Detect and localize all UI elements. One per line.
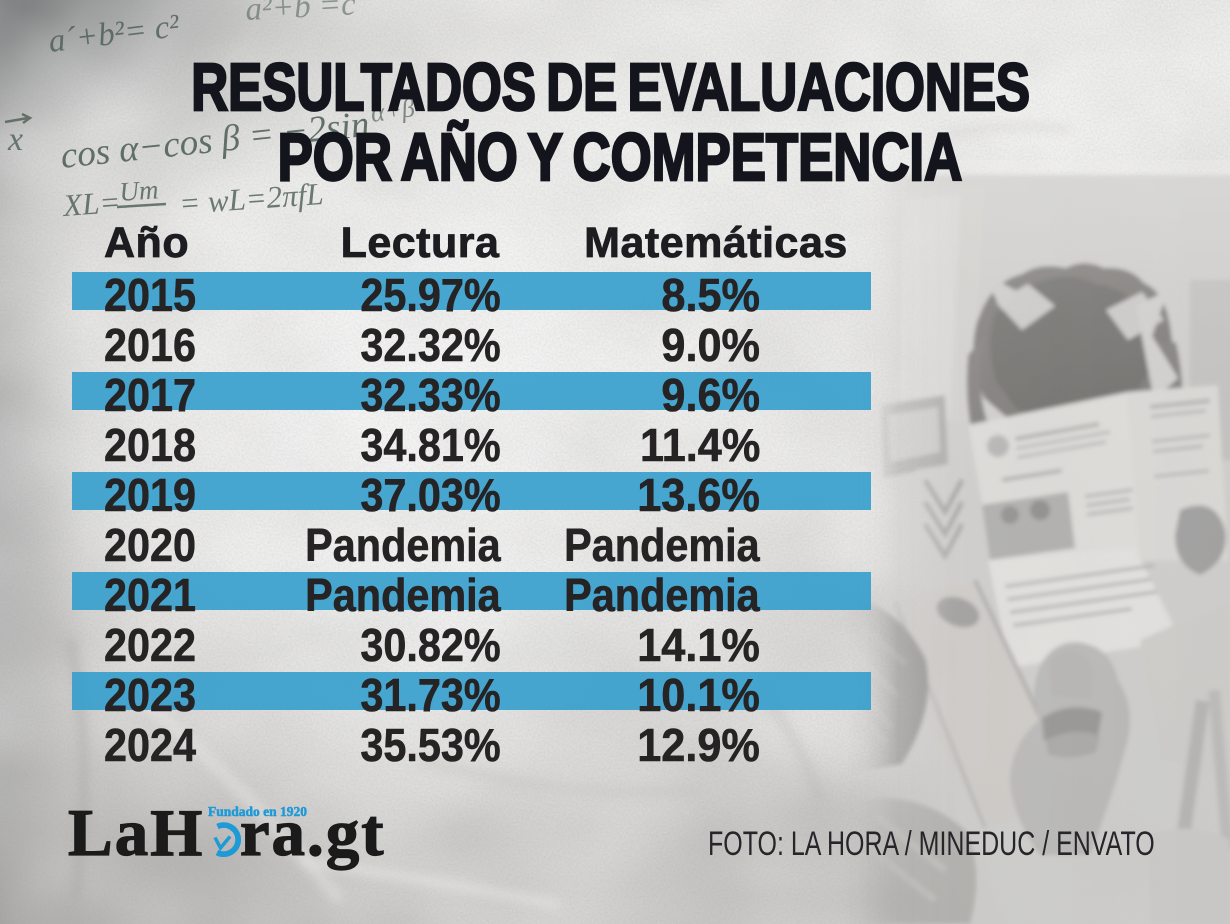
svg-text:a´+b²= c²: a´+b²= c² <box>47 8 183 60</box>
svg-text:x: x <box>7 121 23 158</box>
svg-text:α+β: α+β <box>369 93 417 128</box>
svg-text:Um: Um <box>118 174 159 207</box>
svg-text:a²+b =c: a²+b =c <box>245 0 357 28</box>
svg-text:XL=: XL= <box>60 184 121 223</box>
